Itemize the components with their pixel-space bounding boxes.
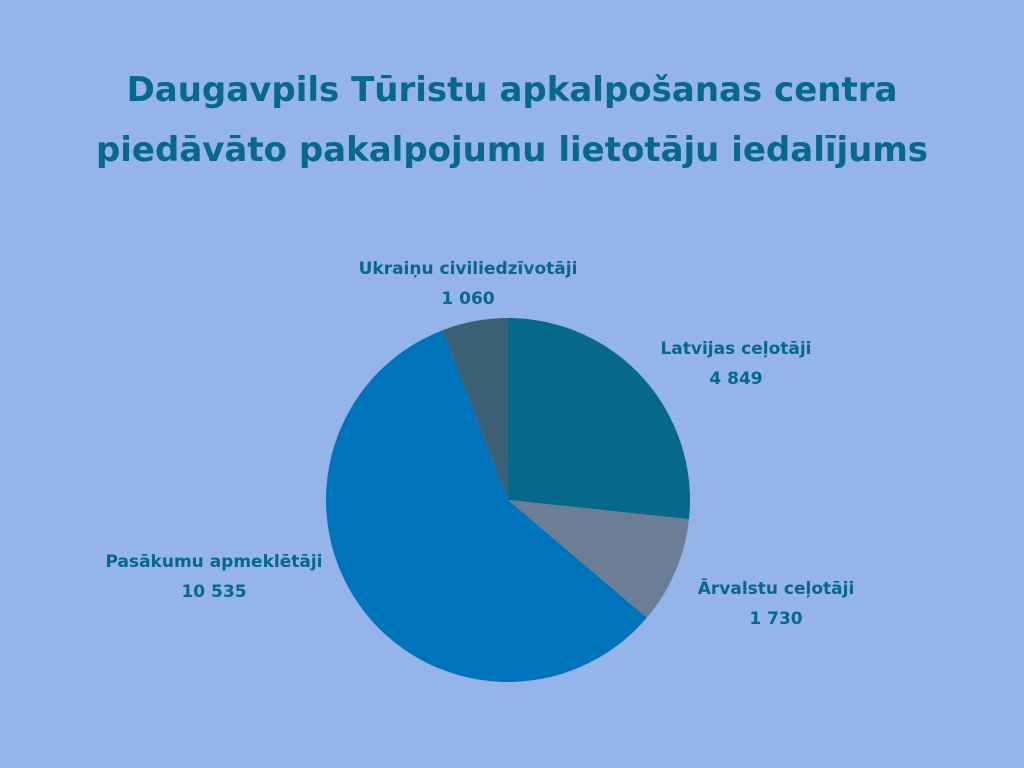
slice-value-2: 1 730 (749, 609, 802, 629)
slice-value-3: 10 535 (181, 582, 246, 602)
pie-slice-2 (508, 500, 689, 618)
pie-slice-3 (325, 330, 647, 682)
chart-title-line-2: piedāvāto pakalpojumu lietotāju iedalīju… (95, 130, 929, 170)
chart-title: Daugavpils Tūristu apkalpošanas centra p… (40, 60, 984, 180)
slice-value-4: 1 060 (441, 289, 494, 309)
pie-slice-4 (442, 318, 508, 500)
slice-label-4: Ukraiņu civiliedzīvotāji (359, 259, 578, 279)
pie-slice-1 (508, 318, 691, 520)
slice-label-3: Pasākumu apmeklētāji (105, 552, 322, 572)
chart-title-line-1: Daugavpils Tūristu apkalpošanas centra (126, 70, 898, 110)
slice-value-1: 4 849 (709, 369, 762, 389)
slice-label-1: Latvijas ceļotāji (660, 339, 811, 359)
slice-label-2: Ārvalstu ceļotāji (698, 577, 855, 599)
